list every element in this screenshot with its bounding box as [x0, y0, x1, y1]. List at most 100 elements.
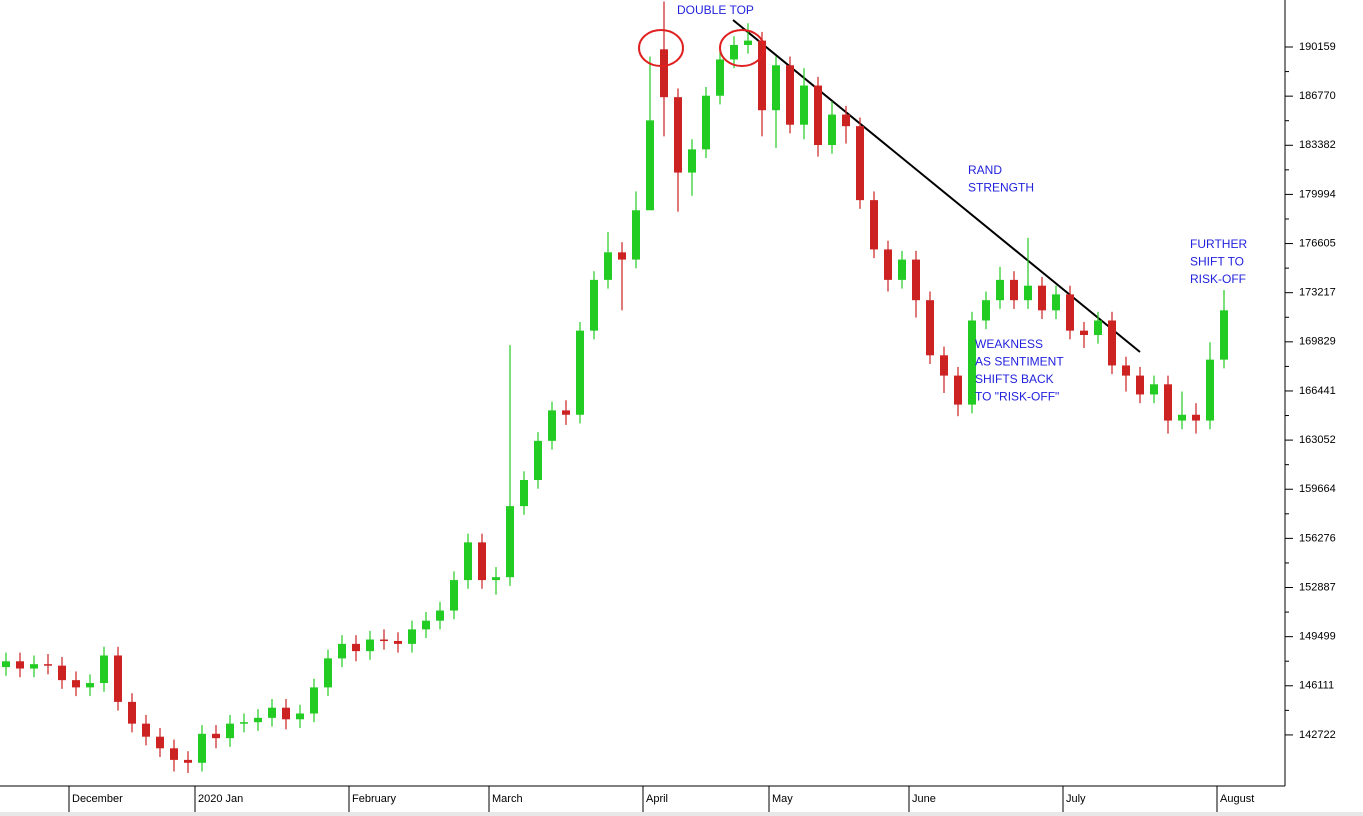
x-tick-label: April: [646, 793, 668, 805]
annotation: DOUBLE TOP: [677, 3, 754, 17]
annotation: STRENGTH: [968, 181, 1034, 195]
highlight-circle: [719, 29, 765, 67]
candle-body: [520, 480, 528, 507]
candle-body: [366, 639, 374, 652]
candle-body: [758, 40, 766, 111]
candle-body: [1108, 320, 1116, 366]
candles: [2, 1, 1228, 773]
candle-body: [408, 629, 416, 644]
candle-body: [394, 640, 402, 644]
candle-body: [478, 542, 486, 581]
candle-body: [1178, 414, 1186, 421]
candle-body: [100, 655, 108, 684]
x-tick-label: August: [1220, 793, 1254, 805]
candle-body: [254, 717, 262, 723]
annotation: RISK-OFF: [1190, 272, 1246, 286]
x-tick-label: February: [352, 793, 397, 805]
candle-body: [912, 259, 920, 301]
candle-body: [632, 210, 640, 260]
candle-body: [1066, 294, 1074, 331]
candle-body: [884, 249, 892, 280]
annotation: SHIFTS BACK: [975, 372, 1054, 386]
candle-body: [156, 736, 164, 749]
candle-body: [842, 114, 850, 127]
candle-body: [730, 44, 738, 60]
y-tick-label: 169829: [1299, 336, 1336, 348]
highlight-circle: [638, 29, 684, 67]
candle-body: [464, 542, 472, 581]
candle-body: [646, 120, 654, 211]
candle-body: [450, 580, 458, 611]
candle-body: [324, 658, 332, 688]
candle-body: [310, 687, 318, 714]
annotation: RAND: [968, 163, 1002, 177]
x-tick-label: December: [72, 793, 123, 805]
candle-body: [828, 114, 836, 146]
candle-body: [604, 252, 612, 280]
candle-body: [282, 707, 290, 720]
candle-body: [870, 200, 878, 250]
y-tick-label: 176605: [1299, 237, 1336, 249]
candle-body: [1080, 330, 1088, 335]
y-tick-label: 142722: [1299, 729, 1336, 741]
candle-body: [1052, 294, 1060, 311]
candle-body: [2, 661, 10, 668]
candle-body: [1010, 279, 1018, 301]
candle-body: [1206, 359, 1214, 421]
x-tick-label: July: [1066, 793, 1086, 805]
candle-body: [576, 330, 584, 415]
candle-body: [1024, 285, 1032, 301]
candle-body: [562, 410, 570, 415]
candle-body: [548, 410, 556, 441]
candle-body: [814, 85, 822, 146]
candle-body: [268, 707, 276, 718]
candle-body: [1122, 365, 1130, 376]
candle-body: [744, 40, 752, 45]
y-tick-label: 186770: [1299, 90, 1336, 102]
x-tick-label: May: [772, 793, 793, 805]
candle-body: [940, 355, 948, 376]
y-tick-label: 152887: [1299, 581, 1336, 593]
y-tick-label: 149499: [1299, 631, 1336, 643]
candle-body: [86, 683, 94, 688]
y-tick-label: 163052: [1299, 434, 1336, 446]
annotation: TO "RISK-OFF": [975, 390, 1059, 404]
candle-body: [184, 759, 192, 763]
candle-body: [716, 59, 724, 96]
candle-body: [240, 722, 248, 724]
candle-body: [380, 639, 388, 642]
y-tick-label: 179994: [1299, 188, 1336, 200]
y-tick-label: 190159: [1299, 41, 1336, 53]
candle-body: [16, 661, 24, 669]
candle-body: [170, 748, 178, 760]
candle-body: [58, 665, 66, 681]
x-tick-label: June: [912, 793, 936, 805]
candle-body: [198, 733, 206, 763]
annotation: FURTHER: [1190, 237, 1247, 251]
candle-body: [1038, 285, 1046, 311]
candle-body: [800, 85, 808, 125]
candle-body: [296, 713, 304, 720]
y-tick-label: 173217: [1299, 287, 1336, 299]
candle-body: [1220, 310, 1228, 360]
candle-body: [534, 440, 542, 481]
candle-body: [436, 610, 444, 621]
x-tick-label: 2020 Jan: [198, 793, 243, 805]
candle-body: [142, 723, 150, 737]
candle-body: [506, 506, 514, 578]
candle-body: [772, 65, 780, 111]
candle-body: [352, 643, 360, 652]
candle-body: [226, 723, 234, 739]
candle-body: [128, 701, 136, 724]
x-tick-label: March: [492, 793, 523, 805]
candle-body: [422, 620, 430, 630]
candle-body: [688, 149, 696, 173]
y-tick-label: 156276: [1299, 532, 1336, 544]
y-tick-label: 183382: [1299, 139, 1336, 151]
y-tick-label: 159664: [1299, 483, 1336, 495]
candle-body: [660, 49, 668, 98]
candle-body: [590, 279, 598, 331]
candle-body: [212, 733, 220, 739]
